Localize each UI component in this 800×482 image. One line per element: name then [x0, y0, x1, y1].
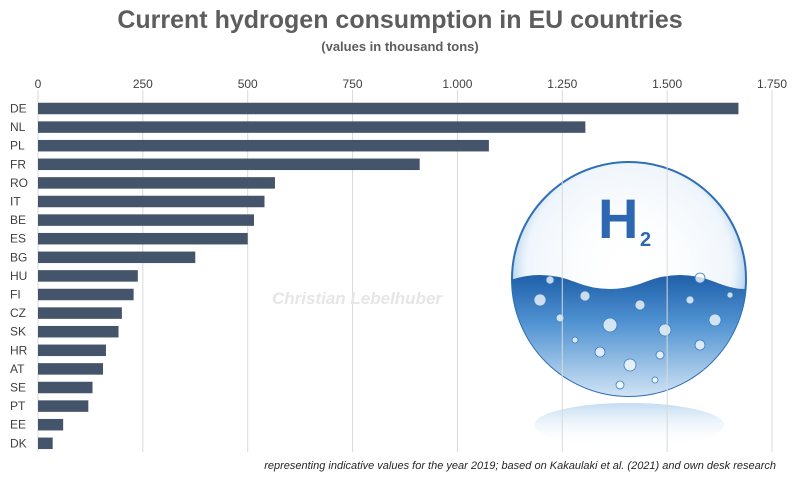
x-tick-label: 750 — [343, 77, 363, 91]
y-axis: DE NL PL FR RO IT BE ES BG HU FI CZ SK HR AT SE PT EE DK — [10, 102, 28, 451]
bar-de — [38, 102, 739, 115]
category-label: IT — [10, 195, 21, 209]
bar-ee — [38, 418, 64, 431]
bar-hr — [38, 344, 106, 357]
category-label: EE — [10, 418, 26, 432]
category-label: SK — [10, 325, 26, 339]
bar-cz — [38, 307, 122, 319]
category-label: AT — [10, 362, 25, 376]
bar-pl — [38, 139, 489, 152]
category-label: BE — [10, 213, 26, 227]
h2-label: H — [598, 187, 638, 250]
bar-at — [38, 363, 104, 375]
bar-pt — [38, 400, 89, 412]
category-label: HU — [10, 269, 27, 283]
x-tick-label: 0 — [35, 77, 42, 91]
x-tick-label: 1.750 — [757, 77, 787, 91]
bars — [38, 102, 739, 450]
category-label: CZ — [10, 306, 26, 320]
bar-fr — [38, 158, 420, 171]
category-label: FI — [10, 288, 21, 302]
bar-ro — [38, 177, 275, 189]
category-label: NL — [10, 120, 26, 134]
x-tick-label: 1.000 — [442, 77, 472, 91]
bar-dk — [38, 437, 53, 450]
category-label: RO — [10, 176, 28, 190]
bar-nl — [38, 121, 586, 133]
category-label: PL — [10, 139, 25, 153]
bar-se — [38, 381, 93, 394]
category-label: ES — [10, 232, 26, 246]
chart-title: Current hydrogen consumption in EU count… — [117, 6, 683, 34]
x-tick-label: 250 — [133, 77, 153, 91]
category-label: SE — [10, 381, 26, 395]
bar-bg — [38, 251, 196, 264]
category-label: DE — [10, 102, 27, 116]
bar-es — [38, 232, 248, 245]
category-label: HR — [10, 343, 28, 357]
x-tick-label: 1.250 — [547, 77, 577, 91]
category-label: FR — [10, 157, 26, 171]
h2-subscript: 2 — [640, 229, 651, 251]
x-tick-label: 1.500 — [652, 77, 682, 91]
bar-sk — [38, 325, 119, 338]
bar-hu — [38, 270, 138, 282]
category-label: DK — [10, 436, 27, 450]
bar-it — [38, 195, 265, 208]
x-axis: 0 250 500 750 1.000 1.250 1.500 1.750 — [35, 77, 788, 91]
category-label: BG — [10, 250, 27, 264]
footnote: representing indicative values for the y… — [264, 460, 776, 472]
bar-be — [38, 214, 255, 226]
watermark: Christian Lebelhuber — [272, 289, 443, 308]
hydrogen-sphere-image: H 2 — [511, 161, 747, 447]
x-tick-label: 500 — [238, 77, 258, 91]
chart-subtitle: (values in thousand tons) — [321, 39, 479, 54]
bar-fi — [38, 288, 134, 301]
category-label: PT — [10, 399, 26, 413]
